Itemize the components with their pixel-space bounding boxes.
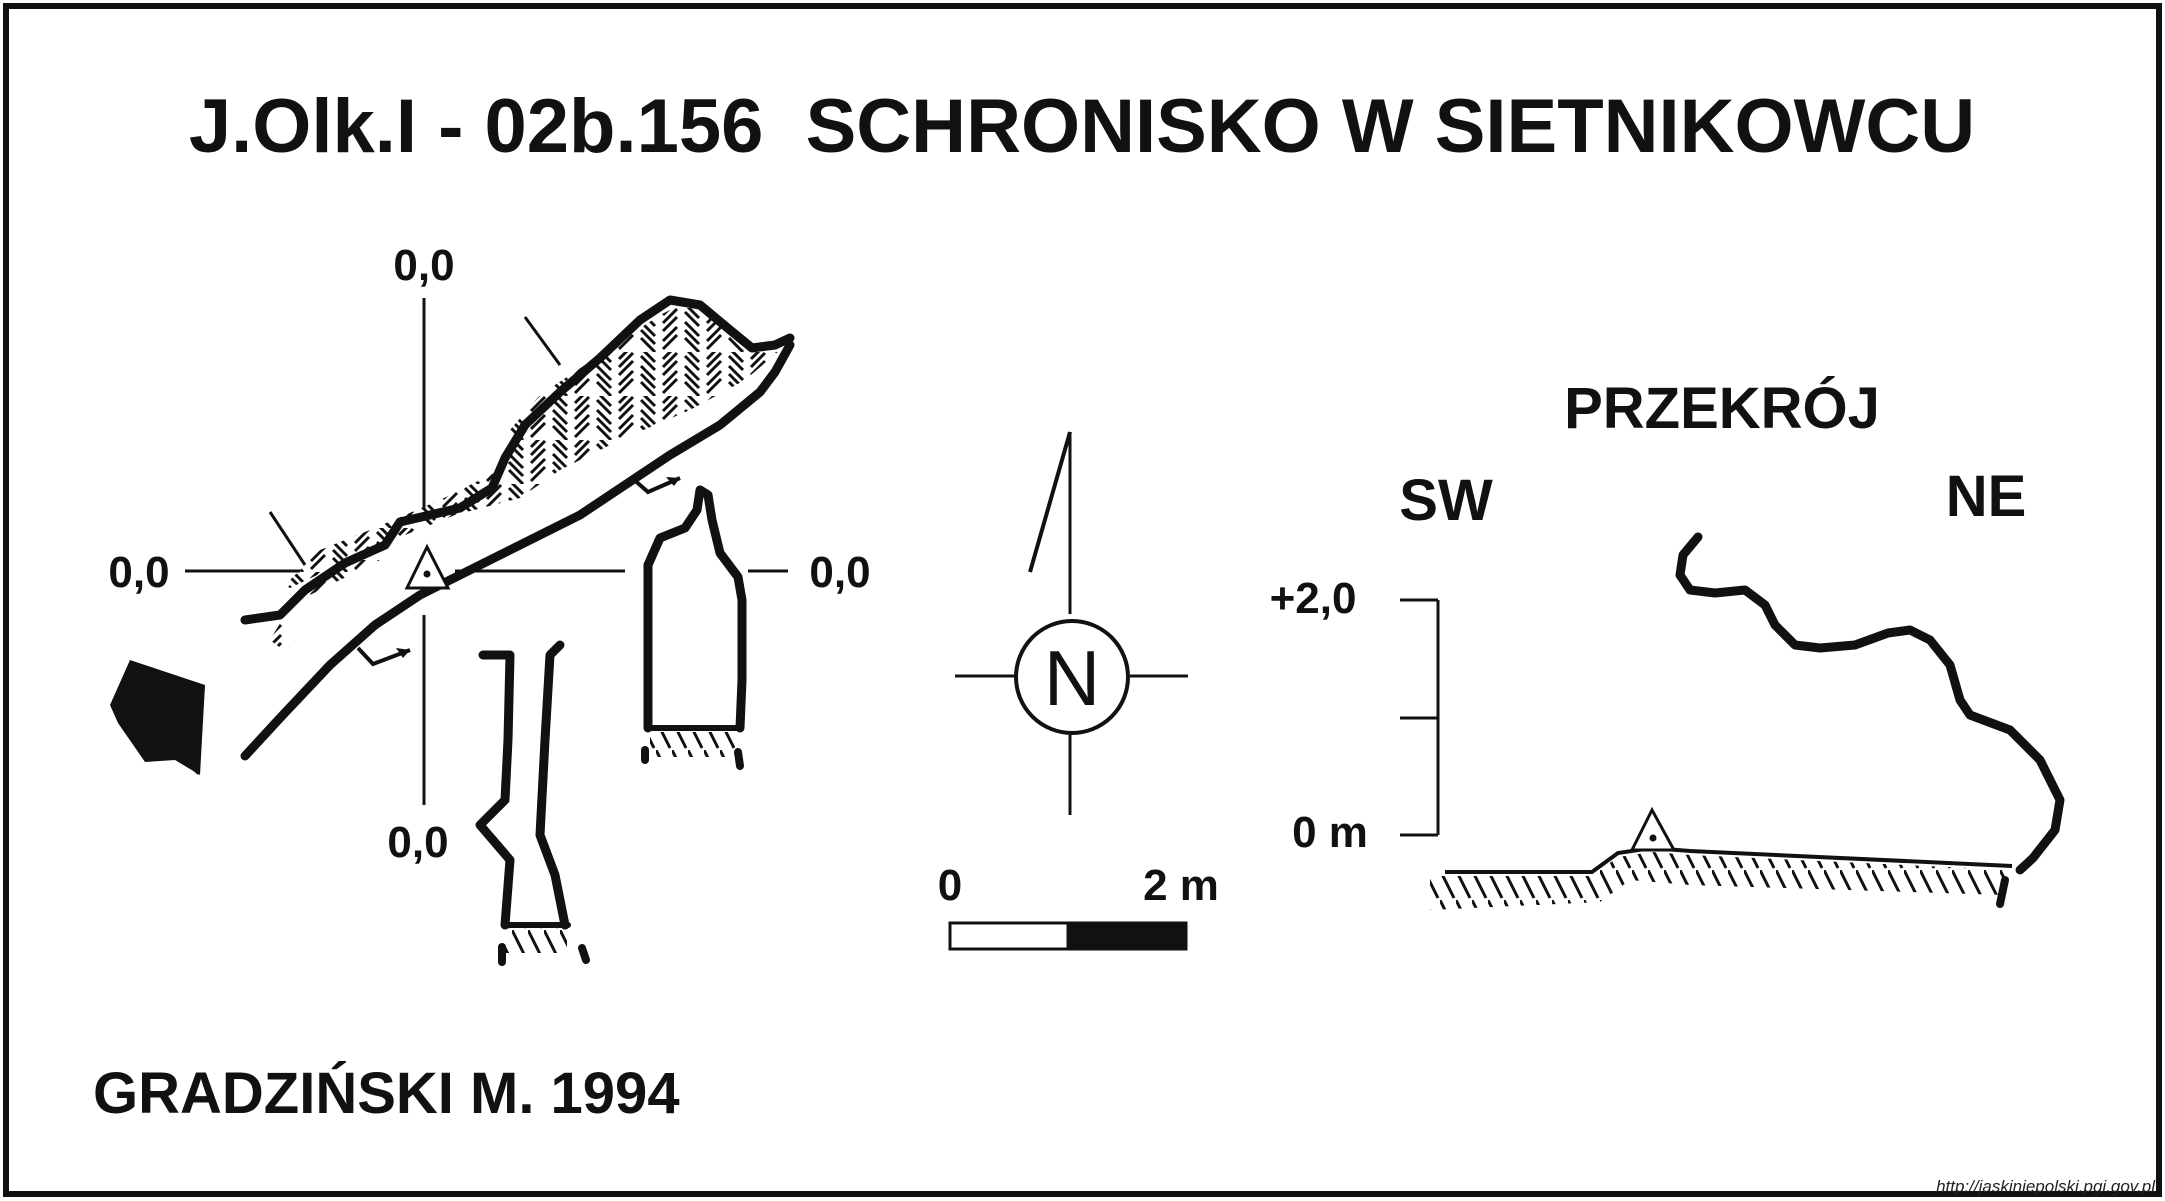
- plan-wall-tick-left: [268, 511, 307, 566]
- author-credit: GRADZIŃSKI M. 1994: [93, 1061, 680, 1126]
- entrance-arrow-head: [112, 685, 205, 775]
- section-marker-lower-arrowhead: [396, 648, 410, 658]
- datum-point-icon: [404, 543, 451, 590]
- map-frame: [3, 3, 2162, 1197]
- section-direction-right: NE: [1946, 464, 2027, 529]
- plan-label-bottom: 0,0: [387, 818, 448, 867]
- north-compass-circle: [1014, 619, 1130, 735]
- plan-wall-tick-upper: [523, 316, 562, 366]
- plan-label-top: 0,0: [393, 241, 454, 290]
- section-wall-end: [1996, 876, 2009, 908]
- section-direction-left: SW: [1399, 468, 1493, 533]
- plan-view: 0,0 0,0 0,0 0,0: [108, 241, 871, 966]
- north-letter: N: [1044, 634, 1100, 722]
- section-marker-upper-arrowhead: [666, 477, 680, 486]
- plan-label-right: 0,0: [809, 548, 870, 597]
- cave-wall-lower: [240, 340, 795, 761]
- scale-bar: 0 2 m: [938, 861, 1219, 951]
- section-ceiling-profile: [1675, 532, 2065, 875]
- section-ground-hatching: [1430, 852, 2012, 910]
- section-datum-point-icon: [1629, 806, 1677, 852]
- cave-floor-hatching: [285, 300, 780, 588]
- section-title: PRZEKRÓJ: [1564, 376, 1880, 441]
- scale-label-start: 0: [938, 861, 962, 910]
- cave-wall-upper: [240, 295, 795, 625]
- scale-label-end: 2 m: [1143, 861, 1219, 910]
- section-marker-upper: [630, 476, 681, 495]
- elevation-label-upper: +2,0: [1270, 574, 1357, 623]
- cross-section-profile-right: [641, 485, 747, 770]
- map-title: J.Olk.I - 02b.156 SCHRONISKO W SIETNIKOW…: [189, 84, 1975, 169]
- elevation-label-lower: 0 m: [1292, 808, 1368, 857]
- plan-label-left: 0,0: [108, 548, 169, 597]
- cross-section-profile-bottom: [475, 640, 590, 966]
- north-arrow: N: [955, 431, 1188, 815]
- source-url: http://jaskiniepolski.pgi.gov.pl: [1936, 1177, 2156, 1196]
- section-view: PRZEKRÓJ SW NE +2,0 0 m: [1270, 376, 2065, 910]
- section-marker-lower: [356, 646, 411, 667]
